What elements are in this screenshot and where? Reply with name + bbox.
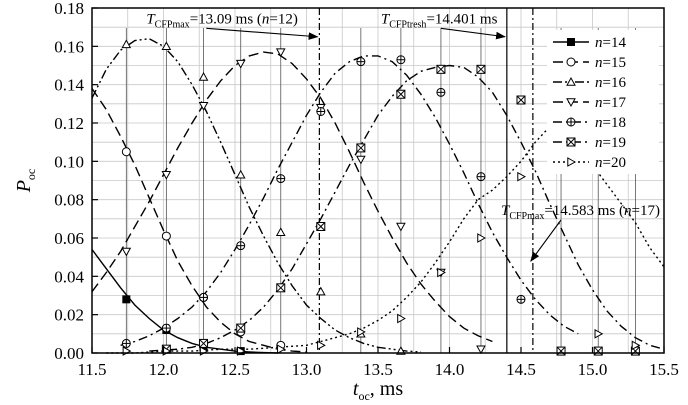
y-tick-label: 0.10 bbox=[54, 152, 84, 171]
y-tick-label: 0.16 bbox=[54, 37, 84, 56]
marker-cross bbox=[236, 323, 246, 333]
marker bbox=[566, 76, 576, 86]
marker-cross bbox=[516, 95, 526, 105]
marker bbox=[566, 98, 576, 108]
marker bbox=[631, 340, 641, 351]
x-tick-label: 11.5 bbox=[77, 360, 106, 379]
legend-label: n=14 bbox=[595, 35, 626, 51]
marker bbox=[121, 39, 132, 49]
x-tick-label: 15.0 bbox=[578, 360, 608, 379]
annotations: TCFPmax=13.09 ms (n=12) TCFPtresh=14.401 … bbox=[146, 11, 660, 262]
marker-cross bbox=[316, 222, 326, 231]
annotation-text: TCFPmax=14.583 ms (n=17) bbox=[501, 203, 660, 222]
series-line-5 bbox=[149, 64, 665, 352]
marker bbox=[235, 169, 246, 179]
y-tick-label: 0.14 bbox=[54, 76, 84, 95]
x-tick-label: 13.0 bbox=[292, 360, 322, 379]
marker bbox=[121, 147, 131, 157]
marker bbox=[355, 155, 366, 165]
marker bbox=[567, 38, 575, 46]
y-tick-label: 0.04 bbox=[54, 267, 84, 286]
marker bbox=[477, 233, 486, 243]
marker bbox=[357, 327, 366, 337]
legend-label: n=19 bbox=[595, 135, 626, 151]
marker bbox=[275, 227, 286, 236]
legend-label: n=16 bbox=[595, 75, 626, 91]
marker bbox=[437, 267, 446, 278]
series-line-2 bbox=[91, 37, 421, 353]
y-tick-label: 0.02 bbox=[54, 306, 84, 325]
marker bbox=[566, 57, 576, 67]
marker bbox=[161, 231, 171, 241]
marker bbox=[594, 328, 604, 339]
legend-label: n=18 bbox=[595, 115, 626, 131]
marker-cross bbox=[276, 283, 286, 293]
y-axis-label: Poc bbox=[13, 169, 38, 194]
x-tick-label: 14.5 bbox=[506, 360, 536, 379]
marker bbox=[277, 344, 286, 355]
annotation-text: TCFPmax=13.09 ms (n=12) bbox=[146, 11, 298, 30]
series-line-4 bbox=[120, 55, 579, 346]
marker bbox=[317, 340, 326, 351]
marker bbox=[198, 71, 209, 81]
annotation-arrow bbox=[530, 219, 562, 262]
y-tick-label: 0.00 bbox=[54, 344, 84, 363]
y-tick-label: 0.12 bbox=[54, 114, 84, 133]
marker-cross bbox=[436, 64, 446, 74]
series-line-3 bbox=[91, 51, 493, 343]
annotation-text: TCFPtresh=14.401 ms bbox=[381, 11, 498, 30]
legend-label: n=15 bbox=[595, 55, 626, 71]
marker bbox=[161, 41, 172, 51]
legend-box bbox=[547, 30, 659, 174]
x-axis-label: toc, ms bbox=[353, 378, 403, 403]
marker bbox=[315, 286, 326, 296]
x-tick-label: 12.5 bbox=[220, 360, 250, 379]
marker bbox=[122, 295, 131, 304]
annotation-arrow bbox=[206, 27, 319, 40]
marker-cross bbox=[476, 64, 486, 74]
x-tick-label: 15.5 bbox=[649, 360, 679, 379]
legend-label: n=17 bbox=[595, 95, 626, 111]
marker bbox=[567, 157, 577, 167]
legend: n=14 n=15 n=16 n=17 n=18 n=19 n=20 bbox=[547, 30, 659, 174]
marker bbox=[121, 247, 132, 257]
x-tick-label: 14.0 bbox=[435, 360, 465, 379]
x-tick-label: 12.0 bbox=[149, 360, 179, 379]
marker bbox=[198, 102, 209, 111]
marker bbox=[517, 171, 527, 182]
marker-cross bbox=[356, 143, 366, 153]
legend-label: n=20 bbox=[595, 155, 626, 171]
marker-cross bbox=[566, 137, 576, 147]
marker bbox=[396, 222, 406, 232]
marker bbox=[161, 171, 172, 180]
x-tick-label: 13.5 bbox=[363, 360, 393, 379]
marker bbox=[275, 48, 286, 58]
y-tick-label: 0.18 bbox=[54, 0, 84, 18]
y-tick-label: 0.08 bbox=[54, 191, 84, 210]
marker bbox=[476, 345, 486, 355]
marker-cross bbox=[199, 339, 208, 348]
marker-cross bbox=[396, 89, 406, 99]
annotation-arrow bbox=[440, 27, 506, 40]
y-tick-label: 0.06 bbox=[54, 229, 84, 248]
marker bbox=[397, 313, 406, 324]
marker bbox=[235, 59, 246, 69]
axes: 11.5 12.0 12.5 13.0 13.5 14.0 14.5 15.0 15.5 0.00… bbox=[54, 0, 679, 379]
series-line-0 bbox=[91, 249, 278, 354]
